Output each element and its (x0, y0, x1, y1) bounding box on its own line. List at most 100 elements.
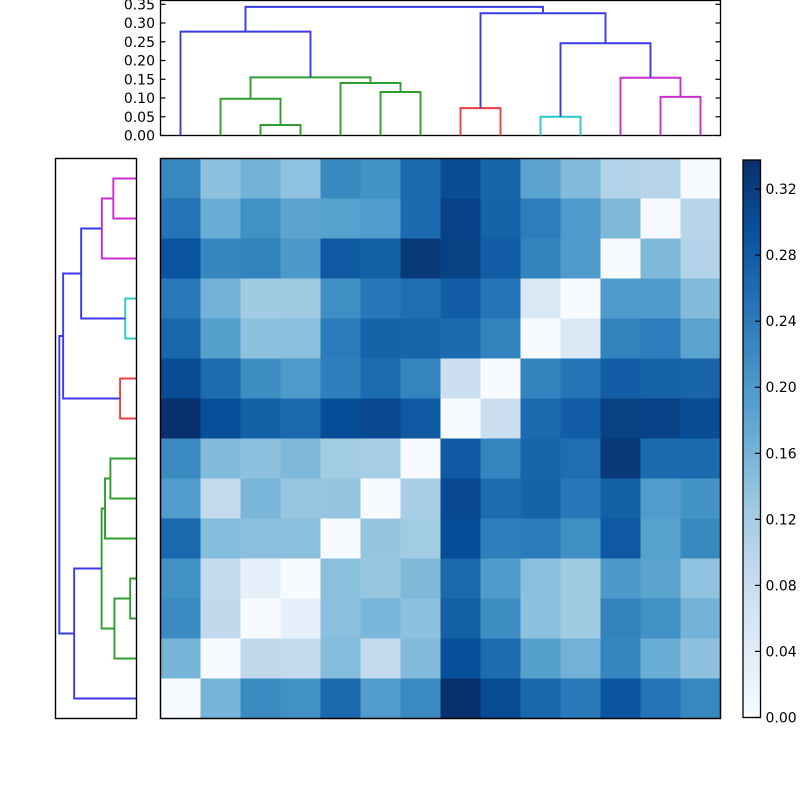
heatmap-cell (160, 438, 201, 479)
y-axis-tick-label: 0.05 (124, 110, 155, 126)
heatmap-cell (400, 238, 441, 279)
heatmap-cell (440, 678, 481, 719)
heatmap-cell (400, 158, 441, 199)
heatmap-cell (200, 678, 241, 719)
heatmap-cell (680, 438, 721, 479)
heatmap-cell (160, 198, 201, 239)
heatmap-cell (640, 158, 681, 199)
dendrogram-link-blue (244, 5, 544, 32)
heatmap-cell (200, 438, 241, 479)
heatmap-cell (520, 278, 561, 319)
heatmap-cell (360, 598, 401, 639)
heatmap-cell (240, 598, 281, 639)
colorbar-tick-label: 0.12 (766, 512, 797, 528)
heatmap-cell (320, 238, 361, 279)
heatmap-cell (320, 678, 361, 719)
colorbar-tick-label: 0.08 (766, 578, 797, 594)
colorbar-bar (742, 159, 762, 719)
heatmap-cell (320, 278, 361, 319)
heatmap-cell (520, 438, 561, 479)
heatmap-cell (560, 158, 601, 199)
heatmap-cell (560, 678, 601, 719)
heatmap-cell (360, 278, 401, 319)
heatmap-cell (480, 438, 521, 479)
heatmap-cell (520, 598, 561, 639)
heatmap-cell (600, 558, 641, 599)
heatmap-cell (640, 358, 681, 399)
heatmap (159, 157, 722, 720)
heatmap-cell (440, 398, 481, 439)
heatmap-cell (600, 478, 641, 519)
heatmap-cell (320, 398, 361, 439)
colorbar-tick-label: 0.20 (766, 380, 797, 396)
left-dendrogram-spines (54, 157, 138, 720)
heatmap-cell (560, 198, 601, 239)
heatmap-cell (560, 598, 601, 639)
heatmap-cell (600, 678, 641, 719)
heatmap-cell (440, 478, 481, 519)
heatmap-cell (440, 278, 481, 319)
heatmap-cell (440, 598, 481, 639)
heatmap-cell (480, 558, 521, 599)
heatmap-cell (520, 158, 561, 199)
heatmap-cell (640, 318, 681, 359)
heatmap-cell (440, 638, 481, 679)
heatmap-cell (160, 518, 201, 559)
heatmap-cell (280, 638, 321, 679)
heatmap-cell (520, 678, 561, 719)
heatmap-cell (480, 198, 521, 239)
heatmap-cell (440, 358, 481, 399)
heatmap-cell (680, 478, 721, 519)
dendrogram-link-green (219, 97, 282, 136)
heatmap-cell (680, 518, 721, 559)
heatmap-cell (520, 398, 561, 439)
heatmap-cell (280, 358, 321, 399)
dendrogram-link-green (249, 76, 372, 99)
heatmap-cell (160, 318, 201, 359)
heatmap-cell (480, 398, 521, 439)
heatmap-cell (240, 398, 281, 439)
heatmap-cell (240, 318, 281, 359)
heatmap-cell (240, 678, 281, 719)
y-axis-tick-label: 0.25 (124, 35, 155, 51)
heatmap-cell (480, 358, 521, 399)
heatmap-cell (400, 678, 441, 719)
y-axis-tick-label: 0.30 (124, 16, 155, 32)
heatmap-cell (440, 198, 481, 239)
heatmap-cell (320, 318, 361, 359)
heatmap-cell (280, 158, 321, 199)
heatmap-cell (640, 558, 681, 599)
heatmap-cell (200, 198, 241, 239)
heatmap-cell (640, 438, 681, 479)
heatmap-cell (480, 518, 521, 559)
heatmap-cell (160, 158, 201, 199)
heatmap-cell (240, 518, 281, 559)
heatmap-cell (560, 238, 601, 279)
heatmap-cell (640, 518, 681, 559)
heatmap-cell (160, 598, 201, 639)
heatmap-cell (480, 598, 521, 639)
heatmap-cell (440, 318, 481, 359)
heatmap-cell (360, 478, 401, 519)
heatmap-cell (680, 318, 721, 359)
heatmap-cell (440, 438, 481, 479)
heatmap-cell (200, 158, 241, 199)
dendrogram-link-blue (559, 42, 652, 117)
heatmap-cell (200, 398, 241, 439)
heatmap-cell (680, 238, 721, 279)
heatmap-cell (200, 638, 241, 679)
heatmap-cell (200, 598, 241, 639)
heatmap-cell (240, 638, 281, 679)
colorbar-tick-label: 0.04 (766, 644, 797, 660)
heatmap-cell (360, 158, 401, 199)
heatmap-cell (400, 598, 441, 639)
heatmap-cell (280, 318, 321, 359)
heatmap-cell (400, 358, 441, 399)
heatmap-cell (440, 558, 481, 599)
heatmap-cell (280, 398, 321, 439)
heatmap-cell (320, 638, 361, 679)
dendrogram-link-blue (179, 30, 312, 136)
heatmap-cell (680, 678, 721, 719)
heatmap-cell (480, 278, 521, 319)
heatmap-cell (200, 358, 241, 399)
